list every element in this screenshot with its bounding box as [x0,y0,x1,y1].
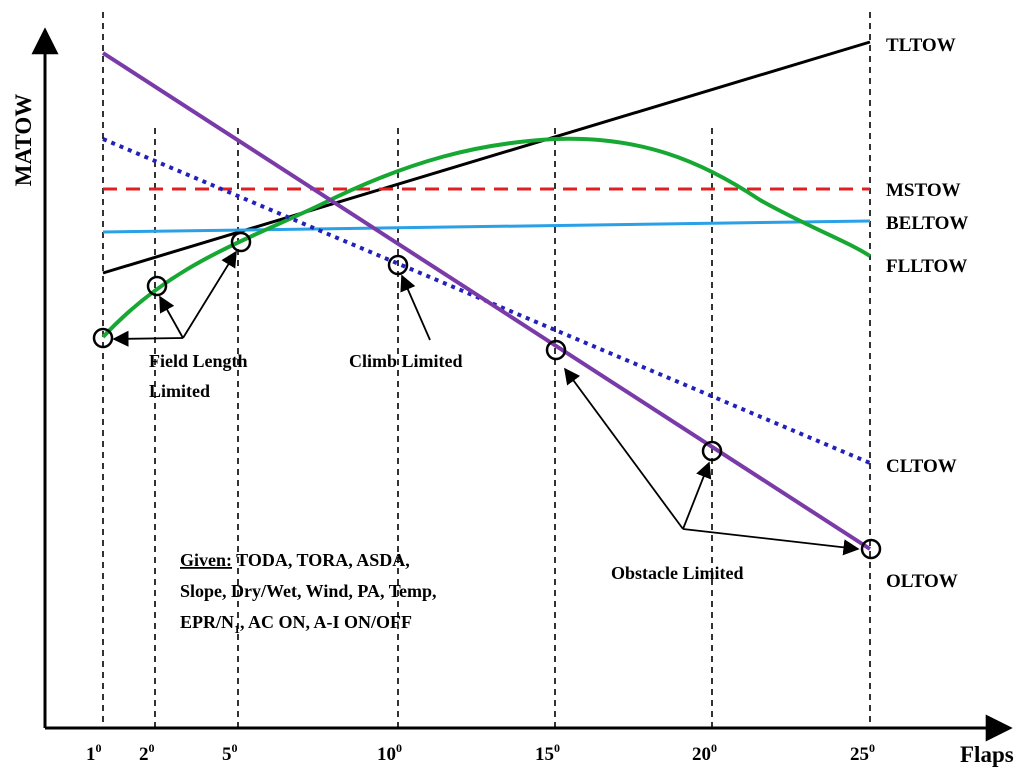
x-axis-label: Flaps [960,742,1014,767]
given-conditions: Given: TODA, TORA, ASDA, Slope, Dry/Wet,… [180,550,437,636]
limit-markers [92,231,882,560]
x-tick-label: 100 [377,741,402,765]
obstacle-arrow-3 [682,528,860,556]
obstacle-arrow-2 [682,461,712,530]
field-length-arrow-1 [112,330,184,347]
field-length-arrow-2 [159,295,184,339]
x-tick-label: 20 [139,741,155,765]
given-line-1: Given: TODA, TORA, ASDA, [180,550,410,570]
mstow-label: MSTOW [886,180,961,201]
field-length-limited-label: Field Length [149,351,248,371]
oltow-line [101,51,872,551]
obstacle-arrow-1 [564,367,684,530]
x-tick-label: 10 [86,741,102,765]
limit-point-marker [230,231,252,253]
limit-point-marker [545,339,567,361]
cltow-label: CLTOW [886,456,957,477]
flltow-curve [101,136,872,339]
given-line-3: EPR/N1, AC ON, A-I ON/OFF [180,612,412,636]
given-heading: Given: [180,550,232,570]
x-tick-label: 250 [850,741,875,765]
oltow-label: OLTOW [886,571,958,592]
x-tick-labels: 10 20 50 100 150 200 250 [86,741,875,765]
tltow-label: TLTOW [886,35,956,56]
annotation-arrows [112,250,860,556]
x-tick-label: 50 [222,741,238,765]
y-axis-label: MATOW [11,94,36,186]
climb-limited-arrow [400,274,431,341]
x-tick-label: 150 [535,741,560,765]
field-length-limited-label-line2: Limited [149,381,210,401]
climb-limited-label: Climb Limited [349,351,463,371]
flltow-label: FLLTOW [886,256,967,277]
limit-point-marker [92,327,114,349]
limit-point-marker [860,538,882,560]
beltow-line [102,219,871,234]
x-tick-label: 200 [692,741,717,765]
tltow-line [102,40,871,275]
given-line-2: Slope, Dry/Wet, Wind, PA, Temp, [180,581,437,601]
beltow-label: BELTOW [886,213,968,234]
limit-point-marker [701,440,723,462]
limit-point-marker [387,254,409,276]
limit-point-marker [146,275,168,297]
field-length-arrow-3 [182,250,237,339]
obstacle-limited-label: Obstacle Limited [611,563,744,583]
flap-gridlines [102,12,871,728]
